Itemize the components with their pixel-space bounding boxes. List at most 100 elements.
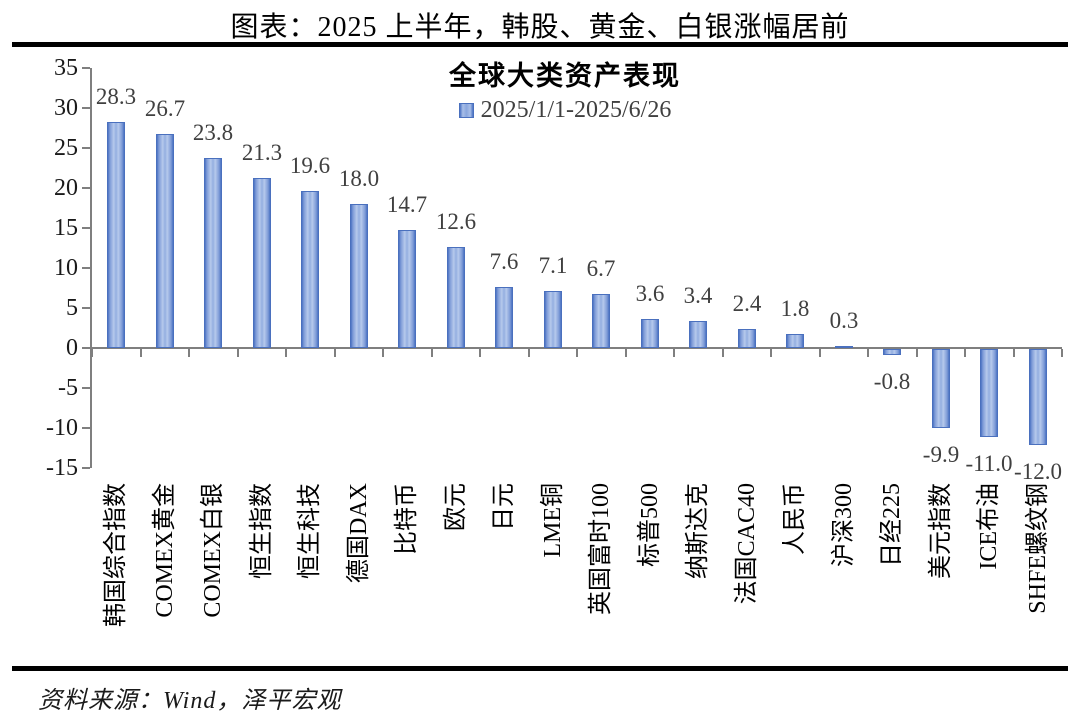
x-axis-tick	[479, 349, 481, 357]
value-label: 2.4	[732, 291, 762, 316]
bar	[107, 122, 125, 348]
bar	[447, 247, 465, 348]
x-axis-tick	[139, 349, 142, 357]
category-label: 美元指数	[928, 483, 954, 579]
value-label: 1.8	[780, 296, 810, 321]
bar	[1029, 349, 1047, 445]
category-label: 比特币	[394, 483, 420, 555]
x-axis-tick	[721, 349, 724, 357]
y-axis-tick-label: -5	[58, 375, 78, 401]
y-axis-tick	[82, 147, 90, 149]
category-label: 欧元	[443, 483, 469, 531]
value-label: -9.9	[922, 442, 960, 467]
x-axis-tick	[188, 349, 190, 357]
value-label: 14.7	[386, 192, 428, 217]
y-axis-tick-label: 10	[54, 255, 78, 281]
bar	[253, 178, 271, 348]
value-label: 28.3	[95, 84, 137, 109]
value-label: 23.8	[192, 120, 234, 145]
x-axis-tick	[818, 349, 821, 357]
category-label: 纳斯达克	[685, 483, 711, 579]
category-label: COMEX黄金	[152, 483, 178, 618]
value-label: 7.6	[489, 249, 519, 274]
value-label: 6.7	[586, 256, 616, 281]
y-axis-line	[90, 68, 92, 468]
x-axis-tick	[1061, 349, 1063, 357]
bar	[592, 294, 610, 348]
footer-divider	[12, 666, 1068, 671]
value-label: 3.4	[683, 283, 713, 308]
value-label: 7.1	[538, 253, 568, 278]
y-axis-tick	[82, 307, 90, 309]
x-axis-tick	[624, 349, 627, 357]
y-axis-tick-label: 15	[54, 215, 78, 241]
y-axis-tick	[82, 67, 90, 69]
x-axis-tick	[867, 349, 869, 357]
bar	[932, 349, 950, 428]
x-axis-tick	[527, 349, 530, 357]
bar	[689, 321, 707, 348]
y-axis-tick-label: 25	[54, 135, 78, 161]
value-label: 18.0	[338, 166, 380, 191]
value-label: 3.6	[635, 281, 665, 306]
bar	[641, 319, 659, 348]
y-axis-tick	[82, 227, 90, 229]
x-axis-tick	[576, 349, 578, 357]
y-axis-tick	[82, 107, 90, 109]
category-label: 英国富时100	[588, 483, 614, 615]
bar	[980, 349, 998, 437]
x-axis-tick	[382, 349, 384, 357]
value-label: -0.8	[873, 369, 911, 394]
value-label: 19.6	[289, 153, 331, 178]
value-label: 21.3	[241, 140, 283, 165]
category-label: 人民币	[782, 483, 808, 555]
bar	[398, 230, 416, 348]
bar	[544, 291, 562, 348]
y-axis-tick	[82, 187, 90, 189]
x-axis-tick	[964, 349, 966, 357]
x-axis-tick	[673, 349, 675, 357]
header-divider	[12, 42, 1068, 47]
x-axis-tick	[333, 349, 336, 357]
category-label: 日元	[491, 483, 517, 531]
category-label: 韩国综合指数	[103, 483, 129, 627]
x-axis-tick	[430, 349, 433, 357]
value-label: -12.0	[1014, 459, 1062, 484]
y-axis-tick	[82, 267, 90, 269]
bar	[786, 334, 804, 348]
bar	[495, 287, 513, 348]
y-axis-tick-label: 35	[54, 55, 78, 81]
x-axis-tick	[770, 349, 772, 357]
category-label: 德国DAX	[346, 483, 372, 583]
y-axis-tick-label: 5	[66, 295, 78, 321]
y-axis-tick	[82, 387, 90, 389]
x-axis-tick	[285, 349, 287, 357]
chart-title: 全球大类资产表现	[449, 61, 681, 91]
legend-label: 2025/1/1-2025/6/26	[480, 97, 672, 123]
source-note: 资料来源：Wind，泽平宏观	[38, 688, 342, 714]
bar	[350, 204, 368, 348]
bar	[738, 329, 756, 348]
x-axis-line	[90, 347, 1062, 349]
y-axis-tick	[82, 347, 90, 349]
category-label: ICE布油	[976, 483, 1002, 570]
category-label: 法国CAC40	[734, 483, 760, 605]
category-label: 沪深300	[831, 483, 857, 567]
x-axis-tick	[915, 349, 918, 357]
category-label: COMEX白银	[200, 483, 226, 618]
bar	[301, 191, 319, 348]
value-label: -11.0	[965, 451, 1013, 476]
y-axis-tick-label: 30	[54, 95, 78, 121]
category-label: 标普500	[637, 483, 663, 567]
value-label: 26.7	[144, 96, 186, 121]
bar	[204, 158, 222, 348]
y-axis-tick-label: 20	[54, 175, 78, 201]
category-label: 日经225	[879, 483, 905, 567]
category-label: LME铜	[540, 483, 566, 558]
value-label: 12.6	[435, 209, 477, 234]
page-title: 图表：2025 上半年，韩股、黄金、白银涨幅居前	[230, 12, 850, 43]
category-label: SHFE螺纹钢	[1025, 483, 1051, 614]
category-label: 恒生科技	[297, 483, 323, 579]
y-axis-tick	[82, 427, 90, 429]
x-axis-tick	[91, 349, 93, 357]
